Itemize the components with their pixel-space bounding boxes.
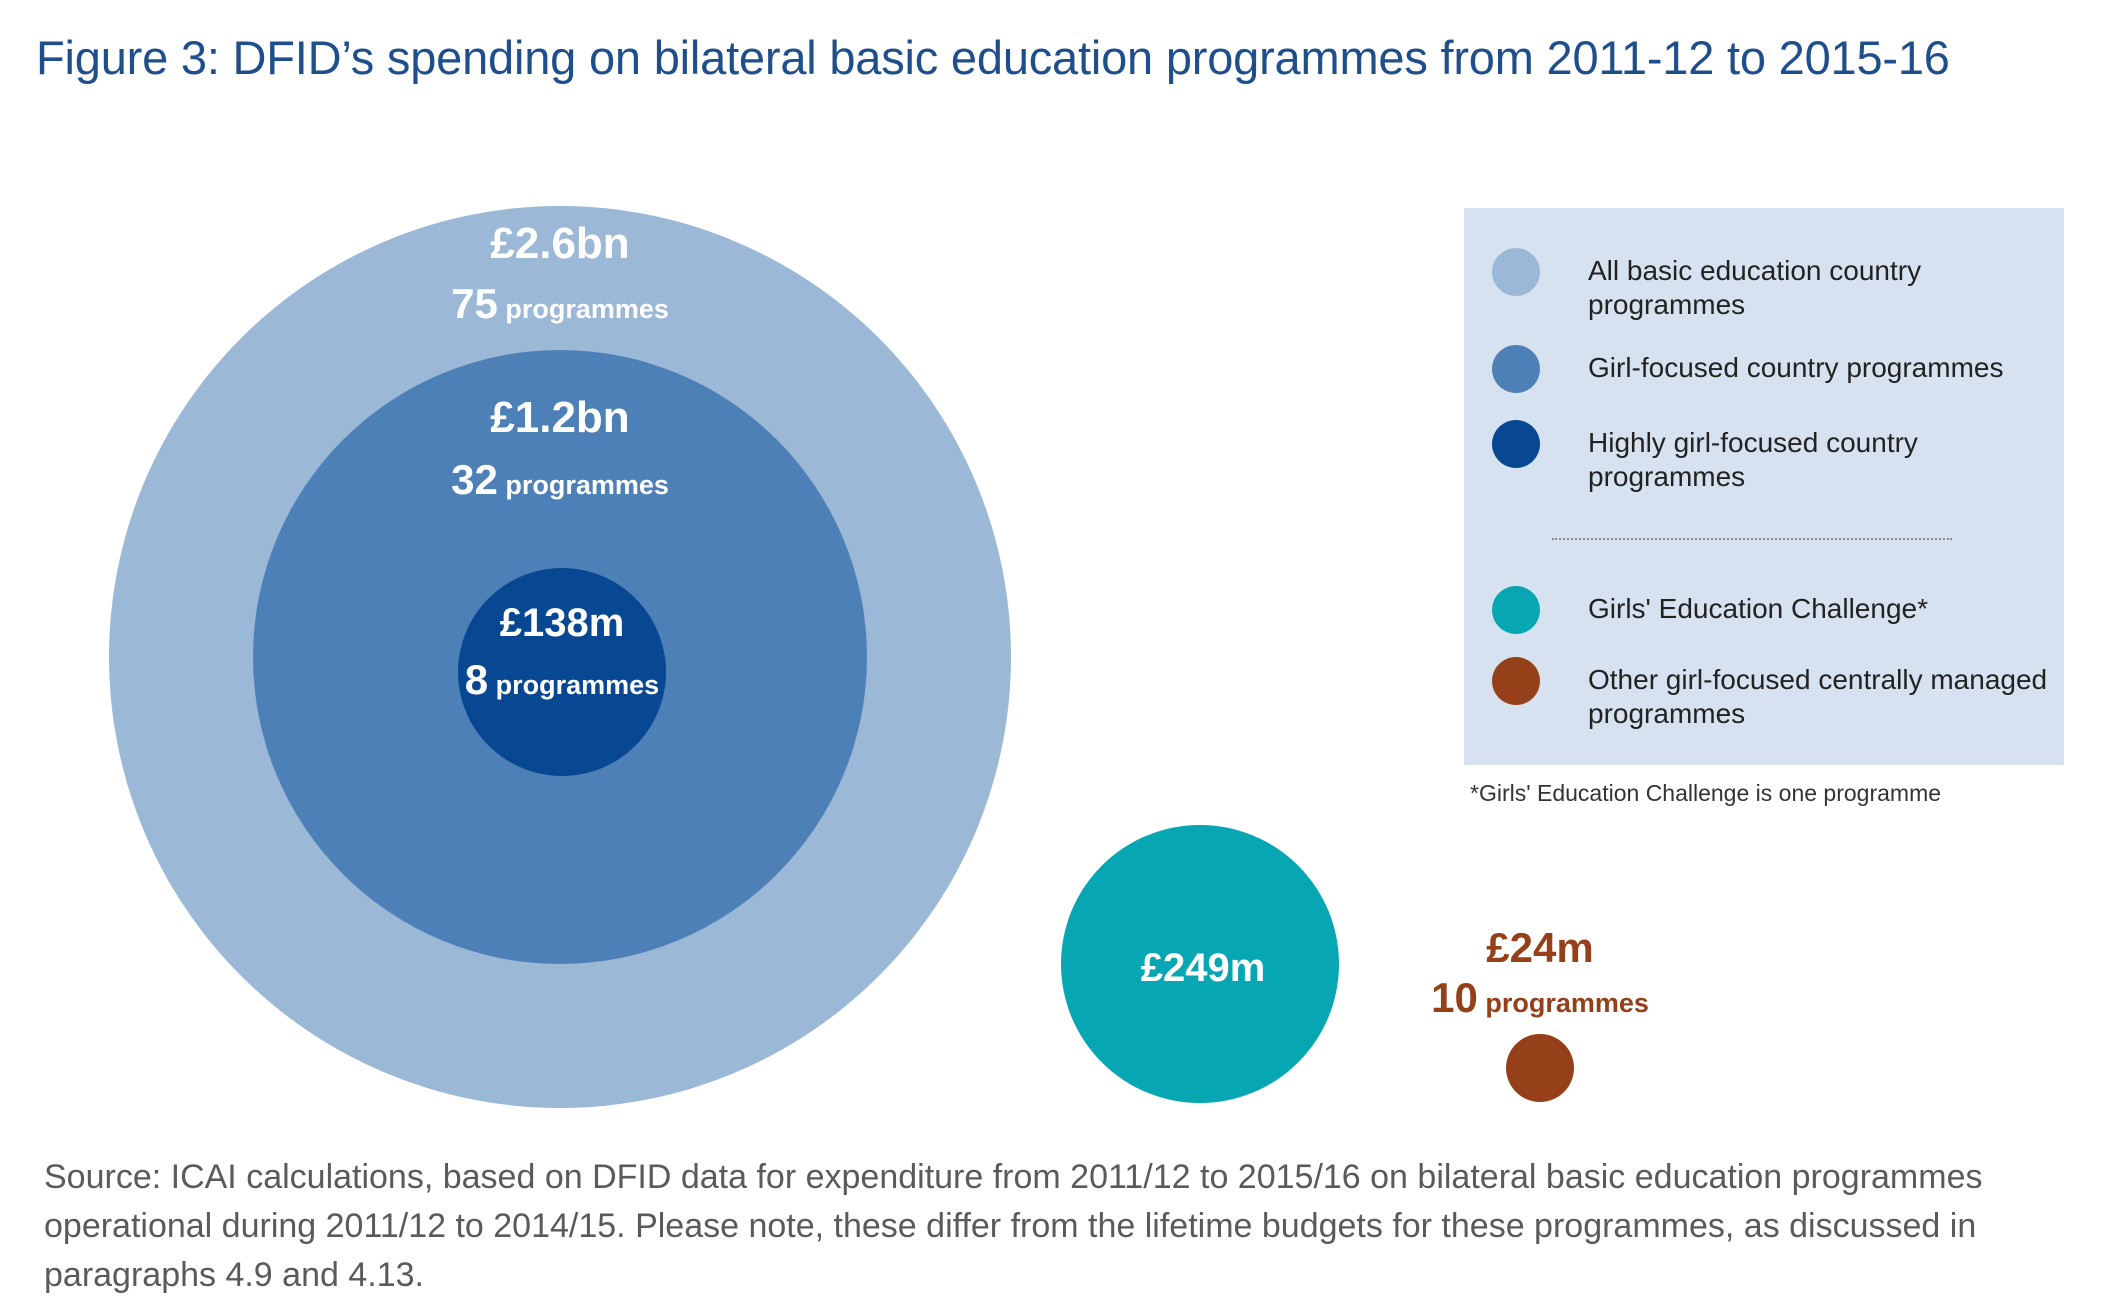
count-label-4: 10 programmes <box>1431 974 1649 1021</box>
source-note: Source: ICAI calculations, based on DFID… <box>44 1158 1983 1294</box>
count-label-0: 75 programmes <box>451 280 669 327</box>
value-label-0: £2.6bn <box>490 219 629 268</box>
count-suffix: programmes <box>1478 988 1649 1018</box>
legend-label: Girl-focused country programmes <box>1588 352 2004 383</box>
legend-swatch <box>1492 345 1540 393</box>
legend-item-other-centrally-managed: Other girl-focused centrally managed pro… <box>1492 657 2058 731</box>
bubble-2 <box>458 568 666 776</box>
value-label-3: £249m <box>1141 946 1266 990</box>
legend-item-girls-education-challenge: Girls' Education Challenge* <box>1492 586 2058 634</box>
count-suffix: programmes <box>498 470 669 500</box>
count-number: 8 <box>465 656 488 703</box>
legend-item-girl-focused: Girl-focused country programmes <box>1492 345 2058 393</box>
legend-label: Highly girl-focused country programmes <box>1588 427 1918 492</box>
legend-item-all-basic: All basic education country programmes <box>1492 248 2058 322</box>
legend-swatch <box>1492 657 1540 705</box>
bubble-3 <box>1061 825 1339 1103</box>
legend-swatch <box>1492 248 1540 296</box>
legend-swatch <box>1492 420 1540 468</box>
legend-label: Girls' Education Challenge* <box>1588 593 1928 624</box>
legend-label: Other girl-focused centrally managed pro… <box>1588 664 2048 729</box>
value-label-2: £138m <box>500 601 625 645</box>
count-suffix: programmes <box>488 670 659 700</box>
bubble-4 <box>1506 1034 1574 1102</box>
legend-divider <box>1552 538 1952 540</box>
count-number: 75 <box>451 280 498 327</box>
footnote: *Girls' Education Challenge is one progr… <box>1470 780 1942 806</box>
chart-title: Figure 3: DFID’s spending on bilateral b… <box>36 31 1950 84</box>
legend: All basic education country programmes G… <box>1464 208 2064 765</box>
count-suffix: programmes <box>498 294 669 324</box>
count-number: 32 <box>451 456 498 503</box>
count-label-1: 32 programmes <box>451 456 669 503</box>
count-number: 10 <box>1431 974 1478 1021</box>
count-label-2: 8 programmes <box>465 656 659 703</box>
value-label-4: £24m <box>1486 924 1593 971</box>
legend-label: All basic education country programmes <box>1588 255 1922 320</box>
legend-swatch <box>1492 586 1540 634</box>
value-label-1: £1.2bn <box>490 393 629 442</box>
legend-item-highly-girl-focused: Highly girl-focused country programmes <box>1492 420 2058 494</box>
